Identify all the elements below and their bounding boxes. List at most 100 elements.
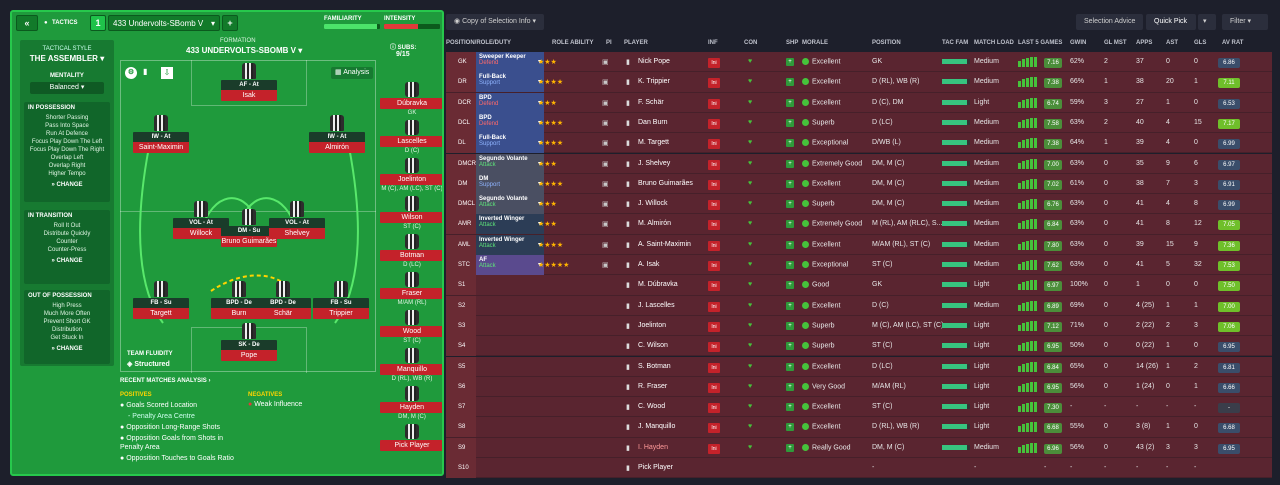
pitch-player[interactable]: VOL - At Willock	[173, 201, 229, 239]
column-header[interactable]: AV RAT	[1222, 40, 1244, 46]
pi-icon[interactable]: ▣	[602, 140, 609, 148]
table-row[interactable]: GK Sweeper Keeper Defend ▾ ★★★ ▣ ▮ Nick Pope Ini…	[446, 52, 1272, 73]
role-select[interactable]: AF Attack ▾	[476, 255, 544, 275]
injury-icon[interactable]: Ini	[708, 139, 720, 150]
player-name[interactable]: R. Fraser	[638, 382, 668, 390]
injury-icon[interactable]: Ini	[708, 159, 720, 170]
quick-pick-dropdown[interactable]: ▾	[1198, 14, 1216, 30]
position-cell[interactable]: GK	[446, 52, 476, 72]
player-name[interactable]: J. Willock	[638, 200, 668, 208]
tactical-style-select[interactable]: THE ASSEMBLER ▾	[20, 54, 114, 63]
table-row[interactable]: S6 ▮ R. Fraser Ini ♥ + Very Good M/AM (RL) Light…	[446, 376, 1272, 398]
player-name[interactable]: I. Hayden	[638, 443, 668, 451]
table-row[interactable]: DL Full-Back Support ▾ ★★★★ ▣ ▮ M. Targett Ini ♥ +…	[446, 133, 1272, 154]
column-header[interactable]: POSITION/ROLE/DUTY	[446, 40, 512, 46]
column-header[interactable]: LAST 5 GAMES	[1018, 40, 1063, 46]
table-row[interactable]: S5 ▮ S. Botman Ini ♥ + Excellent D (LC) Light 6.8…	[446, 356, 1272, 377]
player-name[interactable]: M. Almirón	[638, 220, 672, 228]
position-cell[interactable]: S9	[446, 437, 476, 458]
out-of-possession-change-button[interactable]: » CHANGE	[51, 346, 83, 352]
injury-icon[interactable]: Ini	[708, 321, 720, 332]
column-header[interactable]: POSITION	[872, 40, 901, 46]
position-cell[interactable]: S6	[446, 376, 476, 397]
column-header[interactable]: GLS	[1194, 40, 1207, 46]
player-name[interactable]: A. Isak	[638, 261, 660, 268]
pi-icon[interactable]: ▣	[602, 160, 609, 168]
add-tactic-button[interactable]: +	[222, 15, 238, 31]
mentality-select[interactable]: Balanced ▾	[30, 82, 104, 94]
injury-icon[interactable]: Ini	[708, 301, 720, 312]
injury-icon[interactable]: Ini	[708, 179, 720, 190]
position-cell[interactable]: DL	[446, 133, 476, 154]
table-row[interactable]: S9 ▮ I. Hayden Ini ♥ + Really Good DM, M (C) Med…	[446, 437, 1272, 458]
table-row[interactable]: S10 ▮ Pick Player - - - - - - - -	[446, 458, 1272, 479]
position-cell[interactable]: DM	[446, 173, 476, 194]
position-cell[interactable]: S4	[446, 336, 476, 357]
role-select[interactable]: BPD Defend ▾	[476, 92, 544, 113]
selection-advice-button[interactable]: Selection Advice	[1076, 14, 1144, 30]
role-select[interactable]: DM Support ▾	[476, 173, 544, 194]
injury-icon[interactable]: Ini	[708, 118, 720, 129]
column-header[interactable]: MORALE	[802, 40, 828, 46]
sub-player[interactable]: Wilson ST (C)	[380, 196, 442, 230]
player-name[interactable]: J. Shelvey	[638, 159, 671, 167]
pi-icon[interactable]: ▣	[602, 119, 609, 127]
table-row[interactable]: S1 ▮ M. Dúbravka Ini ♥ + Good GK Light 6.97 100% 0 1…	[446, 275, 1272, 296]
position-cell[interactable]: STC	[446, 255, 476, 275]
pitch-player[interactable]: FB - Su Trippier	[313, 281, 369, 319]
position-cell[interactable]: DMCR	[446, 153, 476, 174]
recent-analysis-title[interactable]: RECENT MATCHES ANALYSIS ›	[120, 378, 211, 384]
injury-icon[interactable]: Ini	[708, 58, 720, 68]
position-cell[interactable]: S8	[446, 417, 476, 438]
table-row[interactable]: AMR Inverted Winger Attack ▾ ★★★ ▣ ▮ M. Almirón…	[446, 214, 1272, 235]
pi-icon[interactable]: ▣	[602, 79, 609, 87]
sub-player[interactable]: Joelinton M (C), AM (LC), ST (C)	[380, 158, 442, 192]
pitch-player[interactable]: IW - At Saint-Maximin	[133, 115, 189, 153]
sub-player[interactable]: Pick Player	[380, 424, 442, 451]
injury-icon[interactable]: Ini	[708, 382, 720, 393]
sub-player[interactable]: Botman D (LC)	[380, 234, 442, 268]
injury-icon[interactable]: Ini	[708, 403, 720, 414]
column-header[interactable]: MATCH LOAD	[974, 40, 1014, 46]
player-name[interactable]: J. Lascelles	[638, 301, 675, 309]
position-cell[interactable]: S7	[446, 397, 476, 418]
settings-icon[interactable]: ⚙	[125, 67, 137, 79]
sub-player[interactable]: Lascelles D (C)	[380, 120, 442, 154]
position-cell[interactable]: S3	[446, 315, 476, 336]
pitch-player[interactable]: BPD - De Schär	[255, 281, 311, 319]
player-name[interactable]: C. Wood	[638, 403, 666, 411]
injury-icon[interactable]: Ini	[708, 342, 720, 353]
role-select[interactable]: Inverted Winger Attack ▾	[476, 234, 544, 255]
table-row[interactable]: S2 ▮ J. Lascelles Ini ♥ + Excellent D (C) Medium…	[446, 295, 1272, 316]
sub-player[interactable]: Dúbravka GK	[380, 82, 442, 116]
sub-player[interactable]: Wood ST (C)	[380, 310, 442, 344]
table-row[interactable]: DCL BPD Defend ▾ ★★★★ ▣ ▮ Dan Burn Ini ♥ + Superb D …	[446, 112, 1272, 134]
table-row[interactable]: DM DM Support ▾ ★★★★ ▣ ▮ Bruno Guimarães Ini ♥ + Ex…	[446, 173, 1272, 195]
sub-player[interactable]: Hayden DM, M (C)	[380, 386, 442, 420]
tactic-number[interactable]: 1	[90, 15, 106, 31]
sub-player[interactable]: Manquillo D (RL), WB (R)	[380, 348, 442, 382]
table-row[interactable]: DMCL Segundo Volante Attack ▾ ★★★ ▣ ▮ J. Willoc…	[446, 194, 1272, 215]
column-header[interactable]: ROLE ABILITY	[552, 40, 594, 46]
injury-icon[interactable]: Ini	[708, 240, 720, 251]
player-name[interactable]: Bruno Guimarães	[638, 179, 693, 187]
pitch-player[interactable]: AF - At Isak	[221, 63, 277, 101]
formation-select[interactable]: 433 UNDERVOLTS-SBOMB V ▾	[186, 46, 302, 55]
position-cell[interactable]: DR	[446, 72, 476, 93]
pitch-player[interactable]: BPD - De Burn	[211, 281, 267, 319]
table-row[interactable]: S4 ▮ C. Wilson Ini ♥ + Superb ST (C) Light 6.95 50…	[446, 336, 1272, 357]
pitch-player[interactable]: VOL - At Shelvey	[269, 201, 325, 239]
player-name[interactable]: C. Wilson	[638, 342, 668, 350]
role-select[interactable]: BPD Defend ▾	[476, 112, 544, 133]
quick-pick-button[interactable]: Quick Pick	[1146, 14, 1196, 30]
injury-icon[interactable]: Ini	[708, 200, 720, 211]
bar-chart-icon[interactable]: ▮	[143, 67, 148, 76]
role-select[interactable]: Inverted Winger Attack ▾	[476, 214, 544, 235]
player-name[interactable]: K. Trippier	[638, 78, 670, 86]
position-cell[interactable]: S1	[446, 275, 476, 296]
collapse-button[interactable]: «	[16, 15, 38, 31]
position-cell[interactable]: S5	[446, 356, 476, 377]
player-name[interactable]: Pick Player	[638, 464, 674, 471]
in-possession-change-button[interactable]: » CHANGE	[51, 182, 83, 188]
pitch-player[interactable]: SK - De Pope	[221, 323, 277, 361]
